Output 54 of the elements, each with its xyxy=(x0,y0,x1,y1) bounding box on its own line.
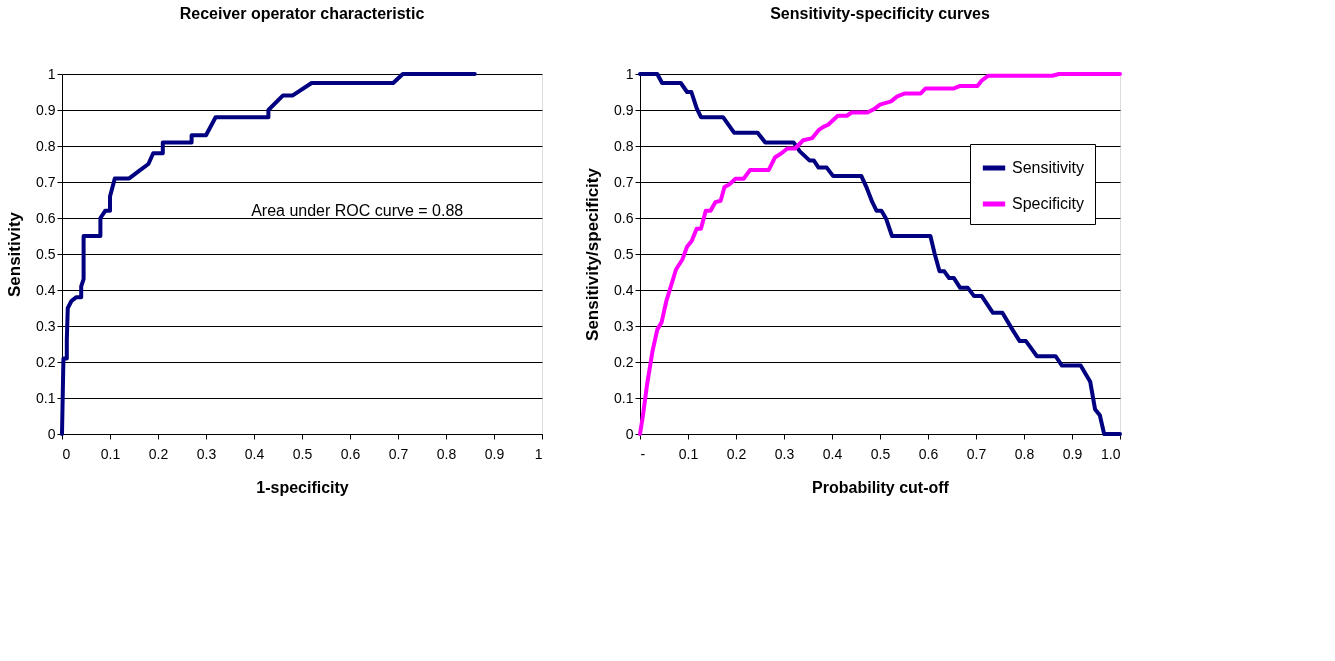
y-tick-label: 0.3 xyxy=(36,317,56,334)
line-series xyxy=(638,72,1122,436)
x-tick-label: 0.2 xyxy=(726,445,747,462)
annotation: Area under ROC curve = 0.88 xyxy=(251,201,464,219)
y-tick-label: 0.8 xyxy=(36,137,56,154)
y-tick-label: 0.3 xyxy=(614,317,634,334)
x-tick-label: 0.8 xyxy=(1014,445,1035,462)
x-tick-label: - xyxy=(640,445,646,462)
x-tick-label: 0.6 xyxy=(918,445,939,462)
y-tick-label: 1 xyxy=(47,65,56,82)
x-tick-label: 0.8 xyxy=(436,445,457,462)
y-tick-label: 0.7 xyxy=(614,173,634,190)
x-axis-title: Probability cut-off xyxy=(812,478,950,496)
y-tick-label: 0.9 xyxy=(614,101,634,118)
chart-title: Receiver operator characteristic xyxy=(179,5,425,22)
y-tick-label: 0.2 xyxy=(36,353,56,370)
legend-label: Specificity xyxy=(1012,195,1085,212)
y-tick-label: 1 xyxy=(625,65,634,82)
x-tick-label: 0.4 xyxy=(244,445,265,462)
x-tick-label: 0.6 xyxy=(340,445,361,462)
x-tick-label: 0.1 xyxy=(100,445,121,462)
y-tick-label: 0.5 xyxy=(614,245,634,262)
y-tick-label: 0 xyxy=(625,425,634,442)
y-tick-label: 0.1 xyxy=(36,389,56,406)
x-tick-label: 1 xyxy=(534,445,543,462)
x-tick-label: 1.0 xyxy=(1101,445,1121,462)
x-tick-label: 0.1 xyxy=(678,445,699,462)
x-tick-label: 0.4 xyxy=(822,445,843,462)
y-axis-title: Sensitivity xyxy=(5,211,25,298)
legend-label: Sensitivity xyxy=(1012,159,1085,176)
x-tick-label: 0.5 xyxy=(870,445,891,462)
x-tick-label: 0.7 xyxy=(966,445,987,462)
y-tick-label: 0.2 xyxy=(614,353,634,370)
y-tick-label: 0.5 xyxy=(36,245,56,262)
y-tick-label: 0.6 xyxy=(36,209,56,226)
x-tick-label: 0.3 xyxy=(196,445,217,462)
x-tick-label: 0.7 xyxy=(388,445,409,462)
x-tick-label: 0.3 xyxy=(774,445,795,462)
y-tick-label: 0.4 xyxy=(36,281,56,298)
y-tick-label: 0.6 xyxy=(614,209,634,226)
chart-title: Sensitivity-specificity curves xyxy=(770,5,990,22)
x-tick-label: 0.5 xyxy=(292,445,313,462)
y-tick-label: 0.1 xyxy=(614,389,634,406)
y-axis-title: Sensitivity/specificity xyxy=(583,167,603,341)
y-tick-label: 0.8 xyxy=(614,137,634,154)
y-tick-label: 0.9 xyxy=(36,101,56,118)
x-axis-title: 1-specificity xyxy=(256,478,349,496)
x-tick-label: 0.2 xyxy=(148,445,169,462)
x-tick-label: 0.9 xyxy=(484,445,505,462)
y-tick-label: 0.4 xyxy=(614,281,634,298)
y-tick-label: 0.7 xyxy=(36,173,56,190)
x-tick-label: 0.9 xyxy=(1062,445,1083,462)
x-tick-label: 0 xyxy=(62,445,71,462)
y-tick-label: 0 xyxy=(47,425,56,442)
